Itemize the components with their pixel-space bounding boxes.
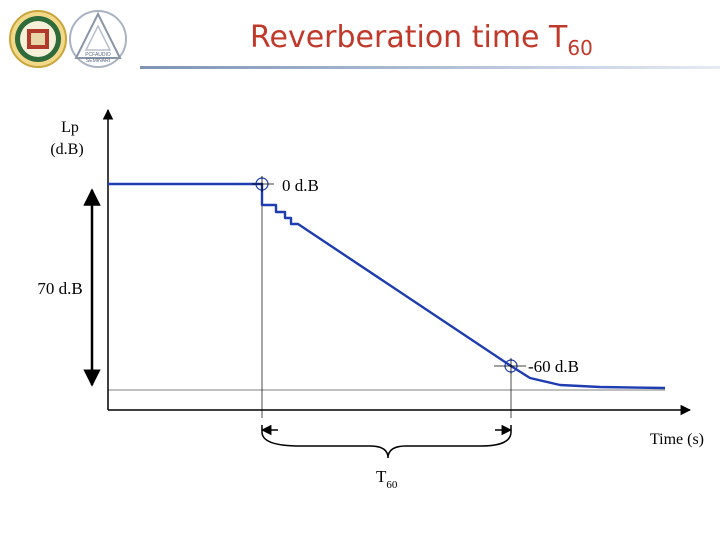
t60-label: T60	[376, 467, 398, 491]
t60-brace	[261, 425, 512, 459]
header-divider	[140, 66, 720, 69]
label-0db: 0 d.B	[282, 176, 319, 195]
decay-curve	[108, 182, 666, 390]
slide-title: Reverberation time T60	[250, 20, 593, 60]
university-seal-logo	[9, 10, 67, 68]
acoustics-lab-logo: PCFAUDIO SEMINARI	[69, 10, 127, 68]
marker-0db	[252, 176, 274, 192]
y-axis-label-line1: Lp	[61, 119, 79, 136]
y-axis-label-line2: (d.B)	[50, 141, 83, 158]
logo-text-line1: PCFAUDIO	[85, 52, 111, 58]
label-minus60db: -60 d.B	[528, 357, 579, 376]
label-70db: 70 d.B	[37, 279, 82, 298]
logo-text-line2: SEMINARI	[86, 58, 110, 64]
x-axis-label: Time (s)	[650, 431, 704, 448]
marker-minus60db	[494, 358, 526, 374]
